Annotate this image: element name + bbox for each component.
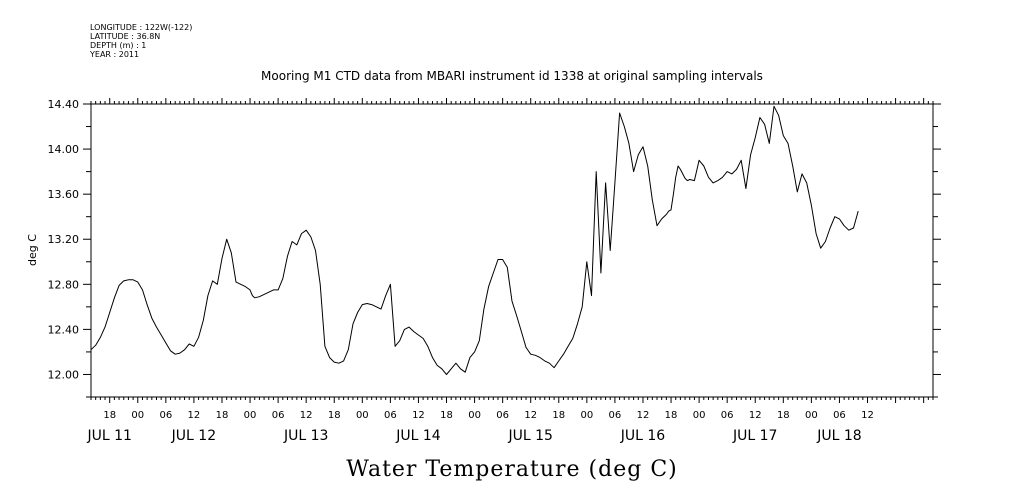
x-hour-tick-label: 00 bbox=[131, 410, 144, 421]
chart-title: Mooring M1 CTD data from MBARI instrumen… bbox=[261, 69, 763, 83]
meta-depth: DEPTH (m) : 1 bbox=[90, 41, 146, 50]
series-layer bbox=[90, 105, 859, 375]
x-hour-tick-label: 00 bbox=[468, 410, 481, 421]
x-hour-tick-label: 18 bbox=[216, 410, 229, 421]
y-tick-label: 13.60 bbox=[48, 188, 80, 201]
x-hour-tick-label: 00 bbox=[244, 410, 257, 421]
x-hour-tick-label: 06 bbox=[384, 410, 397, 421]
x-day-label: JUL 12 bbox=[171, 428, 216, 444]
y-tick-label: 13.20 bbox=[48, 233, 80, 246]
y-tick-label: 14.00 bbox=[48, 143, 80, 156]
series-line-water-temperature bbox=[90, 105, 859, 375]
meta-longitude: LONGITUDE : 122W(-122) bbox=[90, 23, 192, 32]
x-hour-tick-label: 06 bbox=[496, 410, 509, 421]
y-tick-label: 12.40 bbox=[48, 323, 80, 336]
x-day-label: JUL 18 bbox=[816, 428, 861, 444]
meta-latitude: LATITUDE : 36.8N bbox=[90, 32, 160, 41]
x-hour-tick-label: 06 bbox=[721, 410, 734, 421]
x-hour-tick-label: 00 bbox=[693, 410, 706, 421]
x-day-label: JUL 11 bbox=[86, 428, 131, 444]
x-day-label: JUL 13 bbox=[283, 428, 328, 444]
x-hour-tick-label: 00 bbox=[805, 410, 818, 421]
x-day-label: JUL 16 bbox=[620, 428, 666, 444]
y-tick-label: 12.80 bbox=[48, 278, 80, 291]
x-hour-tick-label: 18 bbox=[440, 410, 453, 421]
x-hour-tick-label: 12 bbox=[412, 410, 425, 421]
x-hour-tick-label: 18 bbox=[665, 410, 678, 421]
y-tick-labels: 12.00 12.40 12.80 13.20 13.60 14.00 14.40 bbox=[48, 98, 80, 381]
x-hour-tick-label: 06 bbox=[833, 410, 846, 421]
x-hour-tick-label: 12 bbox=[749, 410, 762, 421]
metadata-block: LONGITUDE : 122W(-122) LATITUDE : 36.8N … bbox=[89, 23, 192, 59]
x-hour-tick-labels: 18 00 06 12 18 00 06 12 18 00 06 12 18 00 06 12 18 00 06 12… bbox=[103, 410, 874, 421]
x-hour-tick-label: 06 bbox=[272, 410, 285, 421]
x-axis-title: Water Temperature (deg C) bbox=[346, 457, 678, 482]
plot-frame bbox=[90, 103, 934, 398]
x-hour-tick-label: 12 bbox=[300, 410, 313, 421]
x-hour-tick-label: 18 bbox=[552, 410, 565, 421]
x-hour-tick-label: 00 bbox=[580, 410, 593, 421]
axis-ticks bbox=[83, 98, 941, 403]
x-hour-tick-label: 12 bbox=[861, 410, 874, 421]
y-tick-label: 14.40 bbox=[48, 98, 80, 111]
x-day-labels: JUL 11 JUL 12 JUL 13 JUL 14 JUL 15 JUL 16 JUL … bbox=[86, 428, 861, 444]
meta-year: YEAR : 2011 bbox=[89, 50, 139, 59]
x-hour-tick-label: 12 bbox=[524, 410, 537, 421]
x-hour-tick-label: 18 bbox=[328, 410, 341, 421]
x-hour-tick-label: 12 bbox=[188, 410, 201, 421]
x-hour-tick-label: 00 bbox=[356, 410, 369, 421]
x-hour-tick-label: 18 bbox=[103, 410, 116, 421]
x-day-label: JUL 17 bbox=[732, 428, 777, 444]
x-hour-tick-label: 12 bbox=[637, 410, 650, 421]
x-day-label: JUL 14 bbox=[395, 428, 441, 444]
y-tick-label: 12.00 bbox=[48, 368, 80, 381]
y-axis-label: deg C bbox=[26, 234, 39, 266]
x-hour-tick-label: 06 bbox=[159, 410, 172, 421]
x-hour-tick-label: 18 bbox=[777, 410, 790, 421]
x-hour-tick-label: 06 bbox=[609, 410, 622, 421]
x-day-label: JUL 15 bbox=[507, 428, 552, 444]
